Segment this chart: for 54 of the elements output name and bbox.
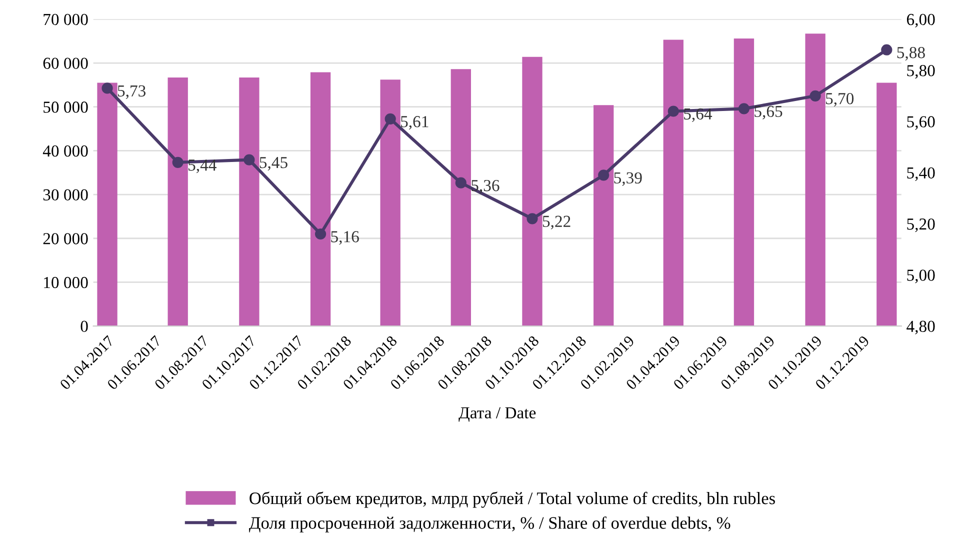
data-label: 5,70 <box>826 92 854 107</box>
y2-tick-label: 5,60 <box>907 116 935 130</box>
legend-label: Доля просроченной задолженности, % / Share of overdue debts, % <box>249 516 730 532</box>
point <box>384 113 396 124</box>
y2-tick-label: 5,80 <box>907 65 935 79</box>
bar <box>734 38 754 326</box>
point <box>810 90 821 102</box>
bar <box>310 72 331 326</box>
data-label: 5,61 <box>401 116 428 130</box>
point <box>172 156 184 168</box>
data-label: 5,73 <box>118 85 146 99</box>
bar <box>168 77 188 326</box>
point <box>314 228 326 240</box>
data-label: 5,22 <box>542 216 570 230</box>
y2-tick-label: 4,80 <box>906 320 935 334</box>
data-label: 5,65 <box>754 106 782 120</box>
y-tick-label: 20 000 <box>43 233 88 244</box>
bar <box>239 77 260 326</box>
y2-tick-label: 6,00 <box>906 14 935 28</box>
data-label: 5,64 <box>684 108 712 122</box>
point <box>244 154 255 166</box>
data-label: 5,16 <box>331 231 359 245</box>
bar <box>594 105 614 326</box>
bar <box>522 56 542 326</box>
point <box>526 213 538 224</box>
bar <box>380 80 400 326</box>
data-label: 5,88 <box>897 46 925 61</box>
y-tick-label: 40 000 <box>42 145 88 157</box>
y-tick-label: 70 000 <box>44 14 88 26</box>
point <box>598 170 610 181</box>
point <box>881 44 892 56</box>
x-axis-title: Дата / Date <box>458 407 536 422</box>
y2-tick-label: 5,20 <box>907 218 935 232</box>
y-tick-label: 0 <box>80 320 88 332</box>
data-label: 5,36 <box>472 180 500 194</box>
bar <box>876 82 897 326</box>
data-label: 5,45 <box>260 157 288 171</box>
bar <box>663 40 684 326</box>
y-tick-label: 30 000 <box>43 189 88 200</box>
y2-tick-label: 5,00 <box>907 270 935 284</box>
y-tick-label: 60 000 <box>43 58 88 69</box>
y2-tick-label: 5,40 <box>907 167 935 181</box>
bar <box>97 82 118 326</box>
data-label: 5,44 <box>188 160 216 174</box>
point <box>668 106 679 117</box>
bar <box>805 34 826 326</box>
point <box>738 103 750 114</box>
y-tick-label: 50 000 <box>44 102 88 113</box>
legend-label: Общий объем кредитов, млрд рублей / Total volume of credits, bln rubles <box>250 492 775 508</box>
bar <box>450 69 471 326</box>
data-label: 5,39 <box>614 172 642 186</box>
point <box>455 177 466 188</box>
y-tick-label: 10 000 <box>44 276 88 288</box>
point <box>102 82 113 94</box>
